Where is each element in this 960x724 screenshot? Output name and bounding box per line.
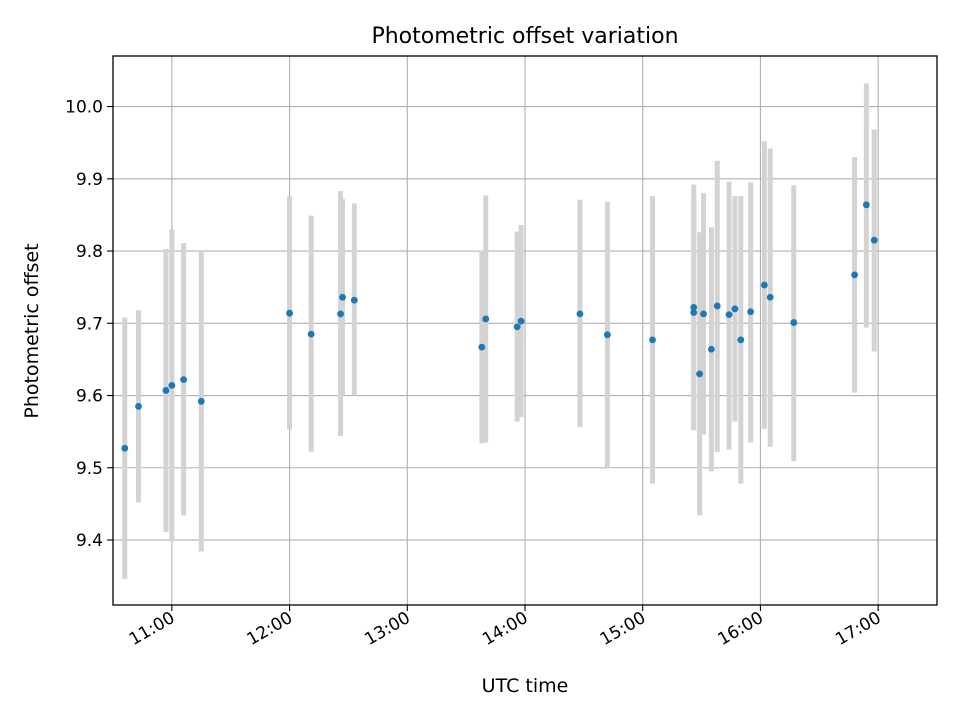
y-tick-label: 9.8 — [76, 242, 103, 262]
y-tick-label: 9.7 — [76, 314, 103, 334]
chart-title: Photometric offset variation — [371, 24, 678, 49]
data-point — [307, 330, 315, 338]
data-point — [707, 345, 715, 353]
data-point — [690, 309, 698, 316]
data-point — [337, 310, 344, 318]
data-point — [339, 293, 346, 301]
data-point — [862, 201, 870, 209]
data-point — [696, 370, 704, 378]
data-point — [737, 336, 745, 344]
data-point — [760, 281, 768, 289]
data-point — [513, 323, 521, 331]
data-point — [713, 302, 721, 310]
y-tick-label: 9.9 — [76, 170, 103, 190]
data-point — [725, 311, 733, 319]
data-point — [517, 317, 525, 325]
data-point — [604, 331, 611, 339]
data-point — [350, 296, 358, 304]
data-point — [690, 303, 698, 311]
y-tick-label: 9.4 — [76, 531, 103, 551]
data-point — [135, 402, 142, 410]
data-point — [286, 309, 293, 317]
data-point — [482, 315, 490, 323]
data-point — [766, 293, 774, 301]
data-point — [649, 336, 656, 344]
y-tick-label: 9.6 — [76, 387, 103, 407]
data-point — [747, 308, 755, 316]
x-axis-label: UTC time — [482, 675, 569, 697]
data-point — [180, 376, 188, 384]
data-point — [870, 236, 878, 244]
data-point — [121, 444, 129, 452]
data-point — [731, 305, 739, 313]
data-point — [197, 397, 205, 405]
data-point — [168, 382, 176, 389]
data-point — [576, 310, 584, 318]
y-axis-ticks: 9.4 9.5 9.6 9.7 9.8 9.9 10.0 — [65, 98, 113, 551]
y-axis-label: Photometric offset — [21, 243, 43, 418]
data-points — [121, 201, 878, 452]
data-point — [790, 319, 798, 326]
y-tick-label: 9.5 — [76, 459, 103, 479]
data-point — [162, 387, 170, 394]
data-point — [700, 310, 707, 318]
data-point — [478, 343, 486, 351]
y-tick-label: 10.0 — [65, 98, 103, 118]
grid-lines — [113, 56, 937, 605]
data-point — [851, 271, 858, 279]
